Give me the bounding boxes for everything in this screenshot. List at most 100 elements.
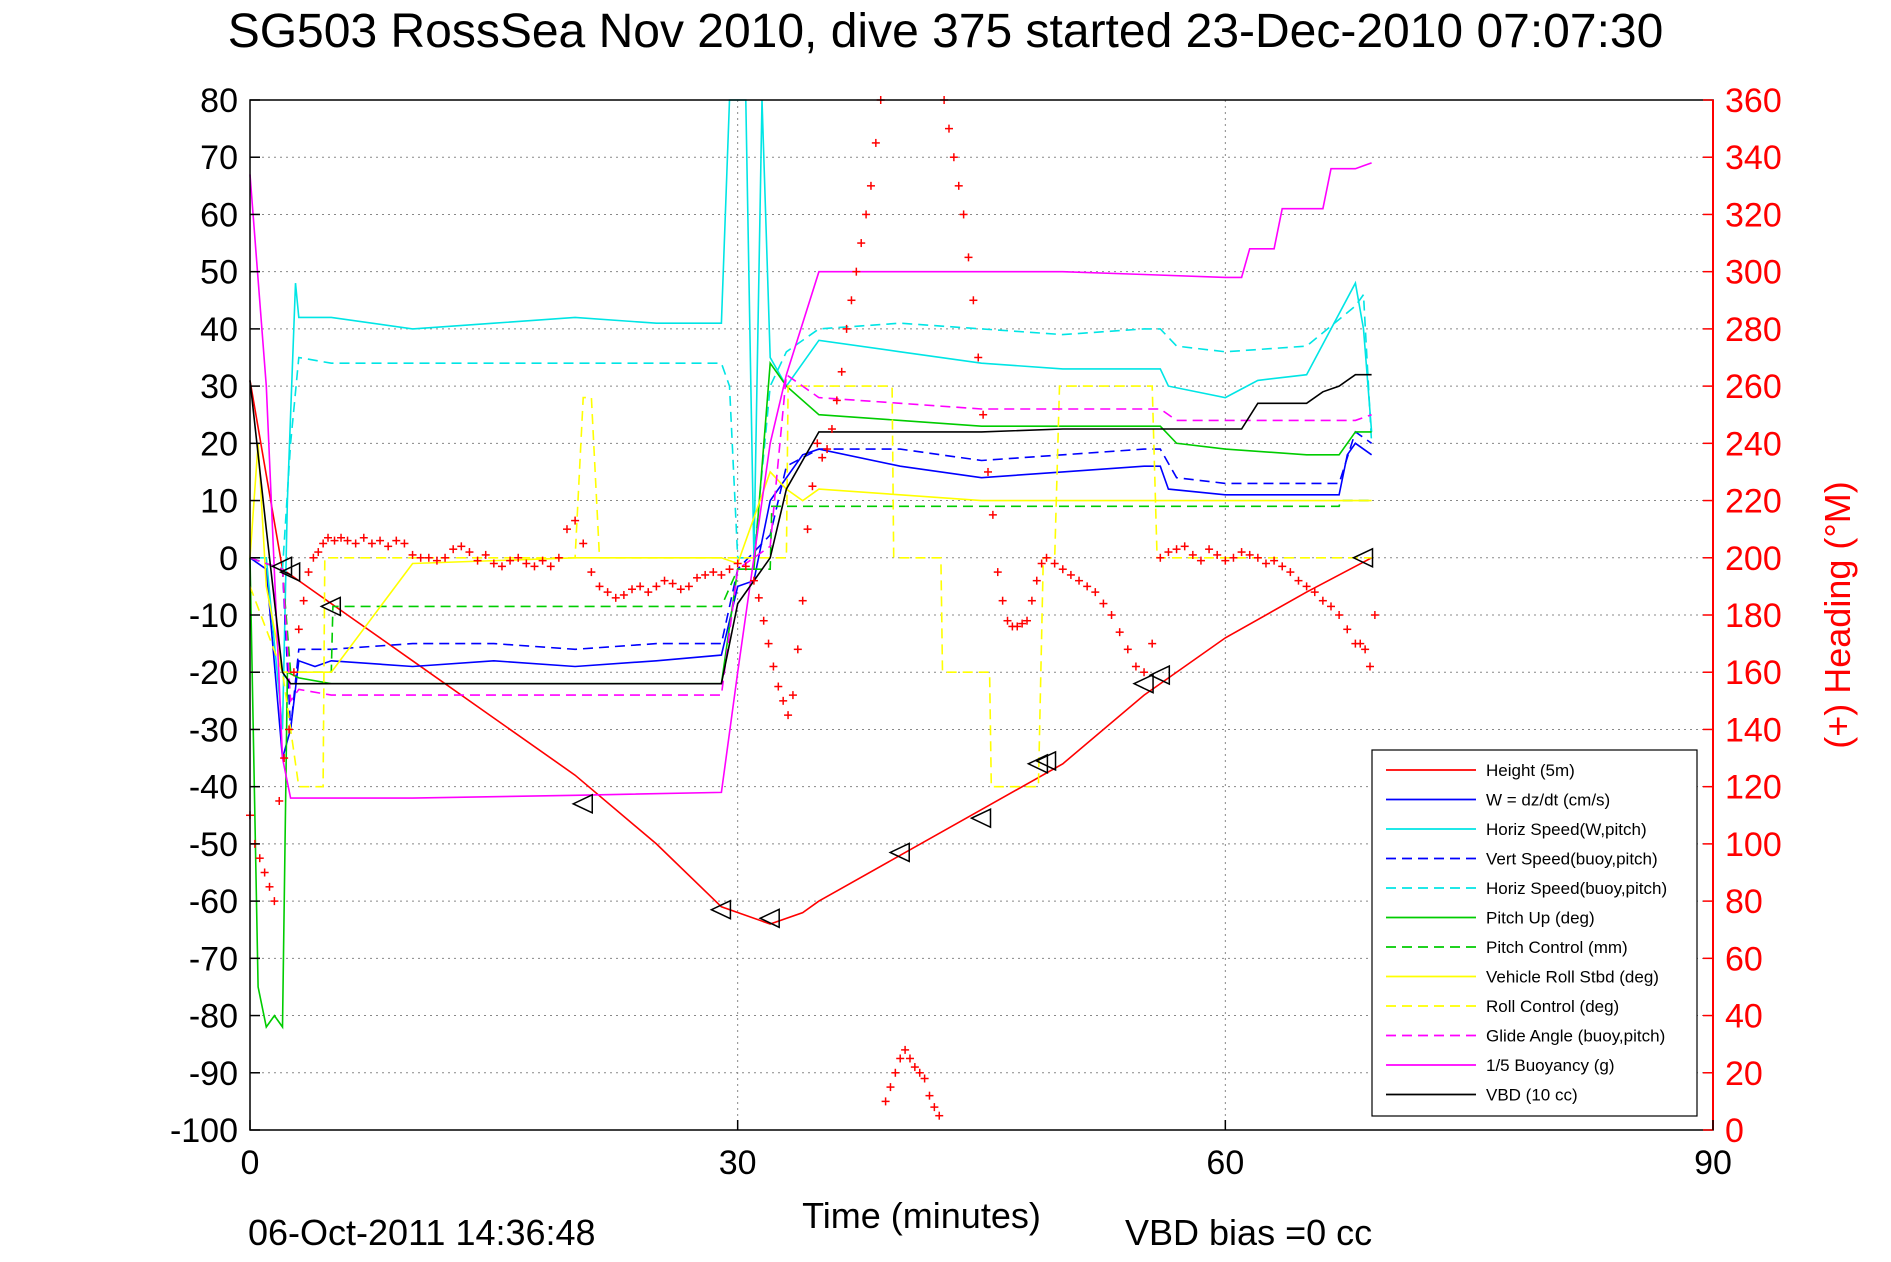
- heading-point: [993, 568, 1002, 577]
- heading-point: [1361, 645, 1370, 654]
- heading-point: [294, 625, 303, 634]
- heading-point: [925, 1091, 934, 1100]
- heading-point: [1356, 639, 1365, 648]
- heading-point: [660, 576, 669, 585]
- heading-point: [1302, 582, 1311, 591]
- heading-point: [793, 645, 802, 654]
- left-tick-label: 40: [200, 311, 238, 349]
- heading-point: [319, 539, 328, 548]
- heading-point: [465, 548, 474, 557]
- heading-point: [1091, 588, 1100, 597]
- heading-point: [579, 539, 588, 548]
- heading-point: [959, 210, 968, 219]
- right-tick-label: 240: [1725, 425, 1782, 463]
- heading-point: [367, 539, 376, 548]
- triangle-marker: [758, 908, 780, 929]
- triangle-marker: [1026, 753, 1049, 774]
- heading-point: [1180, 542, 1189, 551]
- heading-point: [432, 556, 441, 565]
- series-line-9: [249, 385, 1372, 788]
- heading-point: [1003, 616, 1012, 625]
- left-tick-label: -30: [189, 711, 238, 749]
- heading-point: [309, 553, 318, 562]
- right-tick-label: 260: [1725, 368, 1782, 406]
- heading-point: [571, 516, 580, 525]
- series-line-3: [250, 99, 1373, 730]
- heading-point: [1221, 556, 1230, 565]
- marker-layer: [270, 547, 1374, 929]
- heading-point: [984, 467, 993, 476]
- heading-point: [764, 639, 773, 648]
- series-line-4: [249, 430, 1373, 730]
- left-tick-label: -80: [189, 998, 238, 1036]
- footer-timestamp: 06-Oct-2011 14:36:48: [248, 1212, 596, 1253]
- heading-layer: [246, 96, 1379, 1120]
- heading-point: [260, 868, 269, 877]
- heading-point: [709, 568, 718, 577]
- heading-point: [289, 668, 298, 677]
- left-tick-label: -50: [189, 826, 238, 864]
- heading-point: [619, 590, 628, 599]
- heading-point: [416, 553, 425, 562]
- heading-point: [299, 596, 308, 605]
- x-tick-label: 30: [719, 1144, 757, 1182]
- heading-point: [886, 1083, 895, 1092]
- heading-point: [1335, 611, 1344, 619]
- series-line-1: [249, 380, 1372, 925]
- left-tick-label: 0: [219, 540, 238, 578]
- heading-point: [701, 570, 710, 579]
- heading-point: [774, 682, 783, 691]
- heading-point: [457, 542, 466, 551]
- heading-point: [668, 579, 677, 588]
- heading-point: [871, 138, 880, 147]
- triangle-marker: [571, 793, 593, 815]
- heading-point: [1023, 616, 1032, 625]
- heading-point: [969, 296, 978, 305]
- heading-point: [935, 1111, 944, 1120]
- right-tick-label: 220: [1725, 483, 1782, 521]
- heading-point: [866, 181, 875, 190]
- heading-point: [652, 582, 661, 591]
- heading-point: [944, 124, 953, 133]
- right-tick-label: 100: [1725, 826, 1782, 864]
- heading-point: [587, 568, 596, 577]
- heading-point: [1196, 556, 1205, 565]
- left-tick-label: 30: [200, 368, 238, 406]
- heading-point: [538, 556, 547, 565]
- heading-point: [798, 596, 807, 605]
- heading-point: [717, 570, 726, 579]
- right-tick-label: 140: [1725, 711, 1782, 749]
- heading-point: [506, 556, 515, 565]
- heading-point: [832, 396, 841, 405]
- heading-point: [842, 324, 851, 333]
- heading-point: [1229, 553, 1238, 562]
- heading-point: [1131, 662, 1140, 671]
- heading-point: [1366, 662, 1375, 671]
- legend-label: Horiz Speed(W,pitch): [1486, 820, 1647, 839]
- heading-point: [1099, 599, 1108, 608]
- heading-point: [905, 1054, 914, 1063]
- right-tick-label: 80: [1725, 883, 1763, 921]
- heading-point: [759, 616, 768, 625]
- heading-point: [754, 593, 763, 602]
- heading-point: [808, 482, 817, 491]
- heading-point: [749, 576, 758, 585]
- heading-point: [1172, 545, 1181, 554]
- heading-point: [255, 854, 264, 863]
- series-line-10: [249, 373, 1372, 704]
- heading-point: [1188, 550, 1197, 559]
- legend-label: Glide Angle (buoy,pitch): [1486, 1027, 1665, 1046]
- heading-point: [862, 210, 871, 219]
- heading-point: [473, 556, 482, 565]
- heading-point: [725, 565, 734, 574]
- heading-point: [733, 559, 742, 568]
- legend-label: Height (5m): [1486, 761, 1575, 780]
- heading-point: [1286, 568, 1295, 577]
- heading-point: [852, 267, 861, 276]
- heading-point: [285, 725, 294, 734]
- right-tick-label: 360: [1725, 82, 1782, 120]
- heading-point: [827, 425, 836, 434]
- heading-point: [920, 1074, 929, 1083]
- right-tick-label: 340: [1725, 139, 1782, 177]
- heading-point: [1013, 622, 1022, 631]
